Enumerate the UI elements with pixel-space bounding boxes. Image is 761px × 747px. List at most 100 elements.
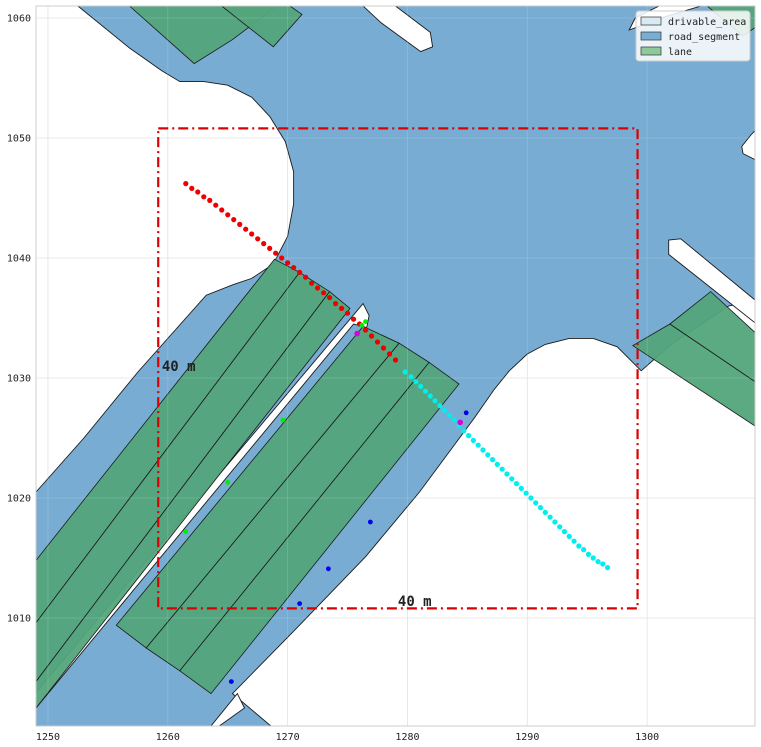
x-tick-label: 1250 xyxy=(36,732,60,743)
past-trajectory-point xyxy=(338,305,345,311)
future-trajectory-point xyxy=(523,490,529,496)
past-trajectory-point xyxy=(261,241,267,247)
future-trajectory-point xyxy=(451,417,457,423)
non-drivable-island xyxy=(210,692,246,726)
legend-box xyxy=(635,10,751,62)
lane-point xyxy=(280,417,286,423)
future-trajectory-point xyxy=(509,476,515,482)
past-trajectory-point xyxy=(291,265,297,271)
future-trajectory-point xyxy=(557,524,563,530)
future-trajectory-point xyxy=(427,393,433,399)
axes-border xyxy=(35,5,756,727)
lane-polygon xyxy=(221,6,303,48)
current-marker xyxy=(457,419,464,426)
future-trajectory-point xyxy=(480,447,486,453)
future-trajectory-point xyxy=(437,403,443,409)
future-trajectory-point xyxy=(470,437,476,443)
future-trajectory-point xyxy=(489,457,496,463)
future-trajectory-point xyxy=(475,442,481,448)
past-trajectory-point xyxy=(303,274,309,280)
future-trajectory-point xyxy=(461,428,467,434)
past-trajectory-point xyxy=(207,197,213,203)
past-trajectory-point xyxy=(243,226,249,232)
boundary-point xyxy=(228,679,234,684)
future-trajectory-point xyxy=(513,481,520,487)
non-drivable-island xyxy=(741,130,755,161)
lane-polygon xyxy=(669,291,755,383)
future-trajectory-point xyxy=(465,433,472,439)
past-trajectory-point xyxy=(309,280,315,286)
future-trajectory-point xyxy=(571,538,577,544)
legend-label: road_segment xyxy=(668,32,740,43)
lane-polygon xyxy=(36,291,351,709)
y-tick-label: 1030 xyxy=(7,374,31,385)
current-marker xyxy=(354,330,360,337)
boundary-point xyxy=(297,601,303,606)
tick-labels: 1250 1260 1270 1280 1290 1300 1010 1020 1030 1040… xyxy=(7,14,659,744)
past-trajectory-point xyxy=(297,269,303,275)
x-tick-label: 1260 xyxy=(156,732,180,743)
map-layers xyxy=(36,6,755,726)
y-tick-label: 1060 xyxy=(7,14,31,25)
x-tick-label: 1280 xyxy=(395,732,419,743)
non-drivable-island xyxy=(668,238,755,324)
future-trajectory-point xyxy=(504,471,510,477)
future-trajectory-point xyxy=(576,543,582,549)
future-trajectory-point xyxy=(552,519,558,525)
y-tick-label: 1050 xyxy=(7,134,31,145)
past-trajectory-point xyxy=(213,202,219,208)
distance-annotation: 40 m xyxy=(398,594,432,610)
lane-point xyxy=(183,529,189,534)
past-trajectory-point xyxy=(321,290,327,296)
y-tick-label: 1040 xyxy=(7,254,31,265)
past-trajectory-point xyxy=(201,194,207,200)
legend-swatch xyxy=(640,31,662,41)
past-trajectory-point xyxy=(332,301,339,307)
future-trajectory-point xyxy=(518,485,524,491)
past-trajectory-point xyxy=(285,260,291,266)
future-trajectory-point xyxy=(432,398,438,404)
x-tick-label: 1290 xyxy=(515,732,539,743)
boundary-point xyxy=(463,410,469,416)
past-trajectory-point xyxy=(255,236,261,242)
y-tick-label: 1020 xyxy=(7,494,31,505)
past-trajectory-point xyxy=(273,250,279,256)
future-trajectory-point xyxy=(485,452,491,458)
past-trajectory-point xyxy=(315,285,321,291)
future-trajectory-point xyxy=(561,529,568,535)
past-trajectory-point xyxy=(237,221,243,227)
legend-swatch xyxy=(640,46,662,56)
future-trajectory-point xyxy=(605,565,611,571)
non-drivable-island xyxy=(362,6,434,53)
past-trajectory-point xyxy=(183,181,189,187)
lane-polygon xyxy=(179,361,460,695)
distance-annotation: 40 m xyxy=(162,359,196,375)
future-trajectory-point xyxy=(595,559,601,565)
future-trajectory-point xyxy=(547,514,553,520)
past-trajectory-point xyxy=(189,185,195,191)
lane-point xyxy=(363,319,368,324)
future-trajectory-point xyxy=(533,500,539,506)
past-trajectory-point xyxy=(344,310,351,316)
past-trajectory-point xyxy=(231,217,237,223)
past-trajectory-point xyxy=(350,316,357,322)
boundary-point xyxy=(367,519,373,525)
past-trajectory-point xyxy=(374,339,381,345)
past-trajectory-point xyxy=(362,327,369,333)
legend-swatch xyxy=(640,16,662,26)
future-trajectory-point xyxy=(542,509,548,515)
past-trajectory-point xyxy=(195,189,201,195)
future-trajectory-point xyxy=(585,551,592,558)
legend-label: drivable_area xyxy=(668,17,746,28)
future-trajectory-point xyxy=(566,533,572,540)
future-trajectory-point xyxy=(422,388,429,394)
future-trajectory-point xyxy=(442,407,448,413)
lane-point xyxy=(359,322,365,328)
past-trajectory-point xyxy=(267,245,273,251)
non-drivable-island xyxy=(36,302,370,709)
x-tick-label: 1270 xyxy=(276,732,300,743)
future-trajectory-point xyxy=(528,495,534,501)
past-trajectory-point xyxy=(380,345,387,351)
past-trajectory-point xyxy=(386,351,393,357)
